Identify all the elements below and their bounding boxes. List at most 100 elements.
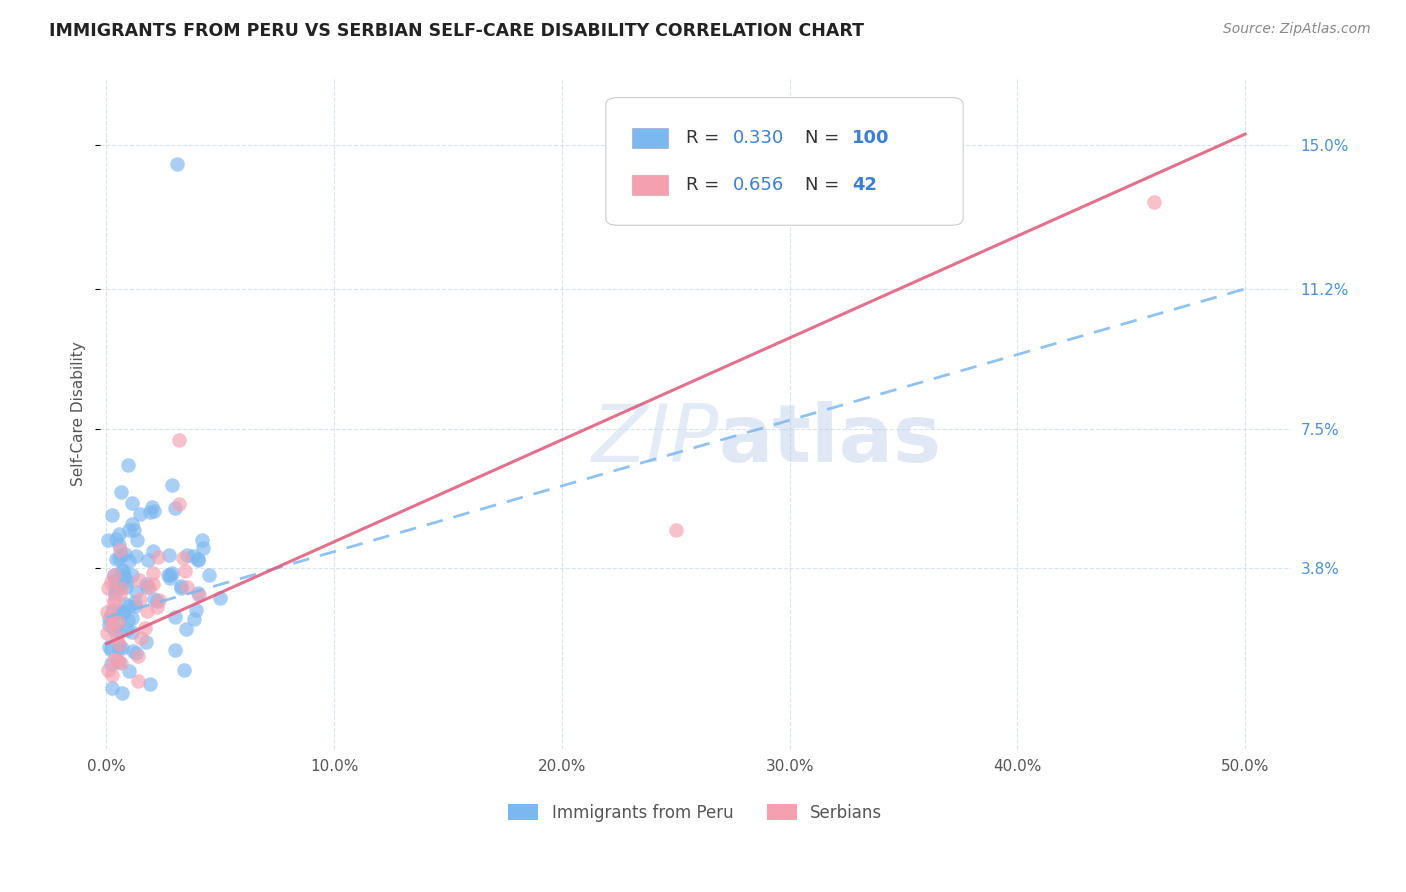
Point	[100, 657, 122, 672]
Point	[97, 581, 120, 595]
Point	[110, 656, 132, 670]
Point	[97, 533, 120, 548]
Point	[104, 587, 127, 601]
Point	[176, 548, 198, 562]
Point	[191, 541, 214, 556]
Point	[159, 571, 181, 585]
Point	[146, 550, 169, 565]
Point	[163, 609, 186, 624]
Point	[174, 622, 197, 636]
Point	[108, 637, 131, 651]
Point	[103, 623, 125, 637]
Point	[101, 668, 124, 682]
Point	[138, 580, 160, 594]
Point	[163, 501, 186, 516]
Text: 100: 100	[852, 129, 890, 147]
Point	[110, 587, 132, 601]
Point	[117, 613, 139, 627]
Point	[191, 533, 214, 548]
Point	[1143, 194, 1166, 209]
Point	[174, 564, 197, 578]
Point	[118, 599, 141, 613]
Point	[157, 568, 180, 582]
Point	[129, 631, 152, 645]
Point	[100, 608, 122, 623]
Point	[104, 583, 127, 598]
Text: 0.656: 0.656	[734, 176, 785, 194]
Point	[160, 566, 183, 580]
Point	[112, 571, 135, 585]
Point	[163, 642, 186, 657]
Text: Source: ZipAtlas.com: Source: ZipAtlas.com	[1223, 22, 1371, 37]
Point	[134, 621, 156, 635]
Point	[122, 523, 145, 537]
Point	[166, 157, 188, 171]
FancyBboxPatch shape	[633, 175, 668, 195]
Text: atlas: atlas	[718, 401, 942, 479]
Point	[115, 580, 138, 594]
Point	[198, 568, 221, 582]
Point	[100, 643, 122, 657]
Point	[138, 553, 160, 567]
Point	[209, 591, 232, 606]
Point	[108, 527, 131, 541]
Point	[146, 600, 169, 615]
Point	[107, 580, 129, 594]
Point	[183, 612, 205, 626]
Point	[108, 543, 131, 558]
Point	[127, 674, 149, 689]
Point	[187, 588, 209, 602]
Point	[121, 568, 143, 582]
Point	[181, 549, 204, 563]
Point	[170, 581, 193, 595]
Point	[665, 524, 688, 538]
Point	[115, 574, 138, 588]
Point	[186, 586, 208, 600]
Point	[110, 548, 132, 562]
Point	[110, 582, 132, 596]
Point	[187, 553, 209, 567]
Point	[172, 550, 194, 565]
Point	[107, 551, 129, 566]
Point	[103, 653, 125, 667]
Point	[135, 635, 157, 649]
Point	[138, 677, 160, 691]
Point	[108, 656, 131, 670]
Point	[146, 594, 169, 608]
Point	[101, 617, 124, 632]
Point	[141, 500, 163, 515]
Point	[127, 648, 149, 663]
Point	[135, 603, 157, 617]
Point	[121, 517, 143, 532]
Point	[105, 631, 128, 645]
Point	[121, 496, 143, 510]
Point	[111, 604, 134, 618]
Point	[111, 686, 134, 700]
Point	[135, 580, 157, 594]
Point	[108, 624, 131, 638]
Point	[103, 596, 125, 610]
Point	[124, 599, 146, 614]
Point	[176, 580, 198, 594]
Point	[104, 575, 127, 590]
Point	[103, 568, 125, 582]
Point	[117, 623, 139, 637]
Point	[169, 497, 191, 511]
Text: R =: R =	[686, 129, 724, 147]
Point	[98, 640, 121, 654]
Point	[117, 458, 139, 472]
Text: R =: R =	[686, 176, 724, 194]
Point	[118, 554, 141, 568]
Point	[125, 646, 148, 660]
Point	[124, 585, 146, 599]
Y-axis label: Self-Care Disability: Self-Care Disability	[72, 341, 86, 486]
Point	[173, 663, 195, 677]
Point	[108, 641, 131, 656]
Point	[114, 597, 136, 611]
Point	[125, 533, 148, 547]
Point	[121, 610, 143, 624]
Point	[142, 504, 165, 518]
Text: N =: N =	[804, 176, 845, 194]
Point	[97, 612, 120, 626]
Point	[101, 508, 124, 523]
